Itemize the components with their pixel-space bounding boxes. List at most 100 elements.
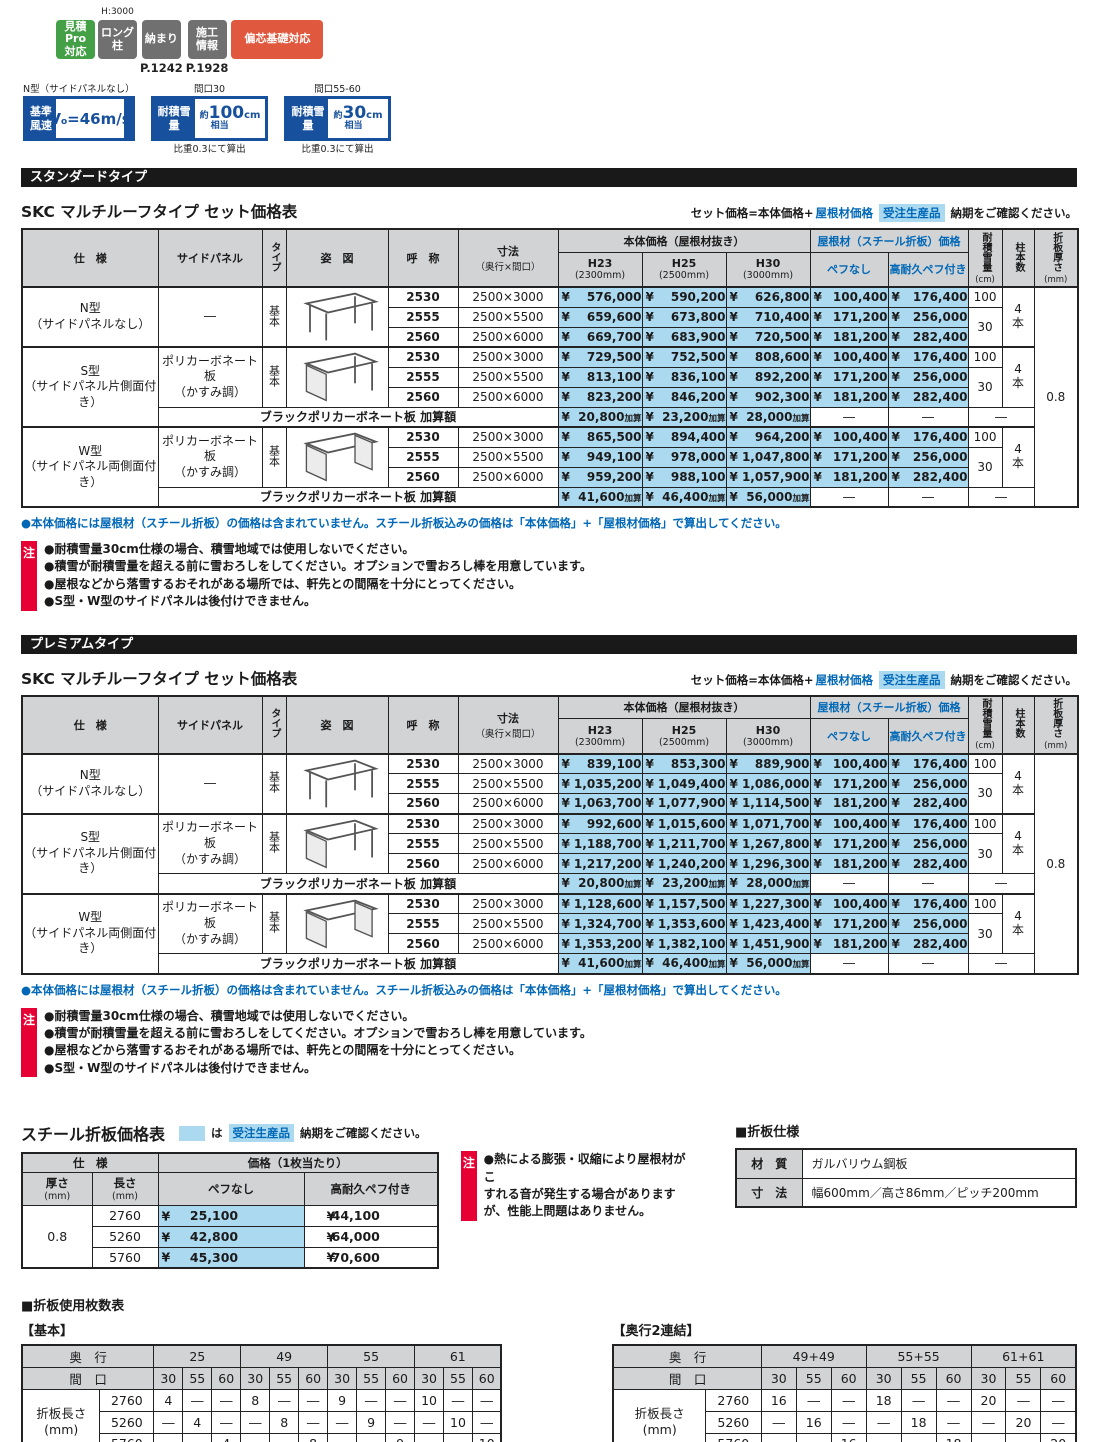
yen-sign: ¥ (891, 836, 900, 851)
pillar-count-unit: 本 (1012, 376, 1025, 391)
sheet-thickness-cell: 0.8 (1033, 286, 1079, 508)
price-value: 1,086,000 (741, 776, 810, 791)
usage-count-cell: ― (865, 1432, 902, 1442)
caution-line: ●S型・W型のサイドパネルは後付けできません。 (44, 1060, 316, 1075)
snow-load-100-column: 間口30 耐積雪量 約 100 cm 相当 比重0.3にて算出 (150, 83, 269, 156)
type-cell: 基本 (261, 892, 287, 955)
estimate-pro-column: 見積Pro 対応 (56, 6, 95, 75)
steel-price-pefu-none: ¥45,300 (157, 1246, 305, 1269)
price-table-title: SKC マルチルーフタイプ セット価格表 (21, 203, 298, 221)
price-value: 892,200 (754, 370, 810, 384)
yen-sign: ¥ (561, 896, 570, 911)
usage-count-cell: 16 (830, 1432, 867, 1442)
add-suffix: 加算 (624, 960, 642, 971)
pillar-count-number: 4 (1014, 829, 1022, 844)
figure-cell (285, 812, 389, 875)
usage-count-cell: 4 (182, 1410, 213, 1434)
price-cell-pefu-none: ¥181,200 (809, 386, 889, 408)
spec-size-label: 寸 法 (735, 1177, 803, 1208)
caution-badge: 注 (21, 1007, 37, 1078)
steel-price-title: スチール折板価格表 (21, 1125, 166, 1145)
price-value: 813,100 (586, 370, 642, 384)
figure-n-type-icon (303, 292, 379, 341)
type-cell: 基本 (261, 812, 287, 875)
price-cell-h23: ¥1,063,700 (557, 793, 643, 815)
price-value: 100,400 (832, 896, 888, 911)
price-value: 42,800 (189, 1229, 239, 1245)
snow-load-cell: 30 (967, 833, 1003, 875)
price-cell-h23: ¥949,100 (557, 446, 643, 468)
section-title-bar: スタンダードタイプ (21, 168, 1077, 187)
price-cell-h23: ¥669,700 (557, 326, 643, 348)
price-value: 41,600 (578, 956, 625, 971)
usage-count-cell: ― (182, 1388, 213, 1412)
steel-col-pefu-durable: 高耐久ペフ付き (303, 1171, 439, 1206)
price-value: 1,057,900 (741, 470, 810, 484)
add-price-cell-h30: ¥56,000加算 (725, 486, 811, 508)
col-header-side-panel: サイドパネル (157, 228, 263, 288)
price-value: 1,035,200 (573, 776, 642, 791)
wind-speed-value-box: Vo=46m/s (49, 99, 131, 138)
usage-count-cell: ― (211, 1410, 242, 1434)
model-cell: 2560 (387, 386, 459, 408)
set-price-table: 仕 様 サイドパネル タイプ 姿 図 呼 称 寸法 （奥行×間口） 本体価格（屋根… (21, 694, 1080, 975)
spec-sub: （サイドパネル両側面付き） (24, 925, 157, 956)
price-cell-pefu-durable: ¥282,400 (887, 386, 969, 408)
price-value: 808,600 (754, 350, 810, 365)
side-panel-sub: （かすみ調） (173, 851, 246, 866)
price-cell-h25: ¥1,015,600 (641, 812, 727, 835)
construction-info-badge: 施工 情報 (187, 20, 227, 59)
col-group-body-price: 本体価格（屋根材抜き） (557, 228, 811, 253)
price-value: 1,063,700 (573, 796, 642, 811)
yen-sign: ¥ (729, 876, 738, 891)
value-part: 相当 (210, 121, 229, 132)
usage-count-cell: ― (865, 1410, 902, 1434)
usage-count-cell: ― (1040, 1410, 1077, 1434)
price-cell-pefu-durable: ¥256,000 (887, 913, 969, 935)
dash-cell: ― (809, 486, 889, 508)
price-value: 176,400 (912, 756, 968, 771)
yen-sign: ¥ (729, 816, 738, 831)
price-cell-h30: ¥1,057,900 (725, 466, 811, 488)
price-cell-h23: ¥1,353,200 (557, 933, 643, 955)
col-header-model: 呼 称 (387, 695, 459, 755)
price-cell-pefu-none: ¥100,400 (809, 812, 889, 835)
price-value: 100,400 (832, 350, 888, 365)
usage-row-label: 折板長さ (mm) (21, 1388, 101, 1442)
construction-info-column: 施工 情報 P.1928 (186, 6, 228, 75)
usage-count-cell: ― (153, 1410, 184, 1434)
usage-length-cell: 5260 (704, 1410, 762, 1434)
col-group-roof-price: 屋根材（スチール折板）価格 (809, 228, 969, 253)
type-value: 基本 (267, 911, 281, 934)
add-suffix: 加算 (792, 493, 810, 504)
side-panel-name: ポリカーボネート板 (161, 820, 258, 851)
size-cell: 2500×3000 (457, 812, 559, 835)
col-header-sheet-thickness: 折板厚さ (mm) (1033, 695, 1079, 755)
col-header-sheet-thickness: 折板厚さ (mm) (1033, 228, 1079, 288)
col-header-model: 呼 称 (387, 228, 459, 288)
price-cell-h25: ¥1,049,400 (641, 773, 727, 795)
usage-count-cell: ― (385, 1388, 416, 1412)
price-value: 964,200 (754, 430, 810, 445)
price-value: 659,600 (586, 310, 642, 324)
caution-badge: 注 (21, 541, 37, 611)
yen-sign: ¥ (813, 450, 822, 464)
price-cell-h30: ¥1,086,000 (725, 773, 811, 795)
price-value: 949,100 (586, 450, 642, 464)
price-cell-h30: ¥902,300 (725, 386, 811, 408)
value-part: 100 (208, 103, 245, 124)
value-part: o (60, 116, 68, 127)
badge-line: 施工 (196, 25, 219, 39)
price-cell-pefu-durable: ¥282,400 (887, 933, 969, 955)
price-cell-h30: ¥710,400 (725, 306, 811, 328)
usage-depth-value: 49+49 (760, 1344, 867, 1368)
figure-w-type-icon (303, 899, 379, 949)
price-value: 256,000 (912, 370, 968, 384)
size-cell: 2500×6000 (457, 793, 559, 815)
yen-sign: ¥ (891, 290, 900, 305)
table-title-row: SKC マルチルーフタイプ セット価格表 セット価格=本体価格+ 屋根材価格 受注… (21, 200, 1077, 222)
h23-label: H23 (587, 257, 613, 271)
add-suffix: 加算 (624, 493, 642, 504)
price-value: 1,071,700 (741, 816, 810, 831)
